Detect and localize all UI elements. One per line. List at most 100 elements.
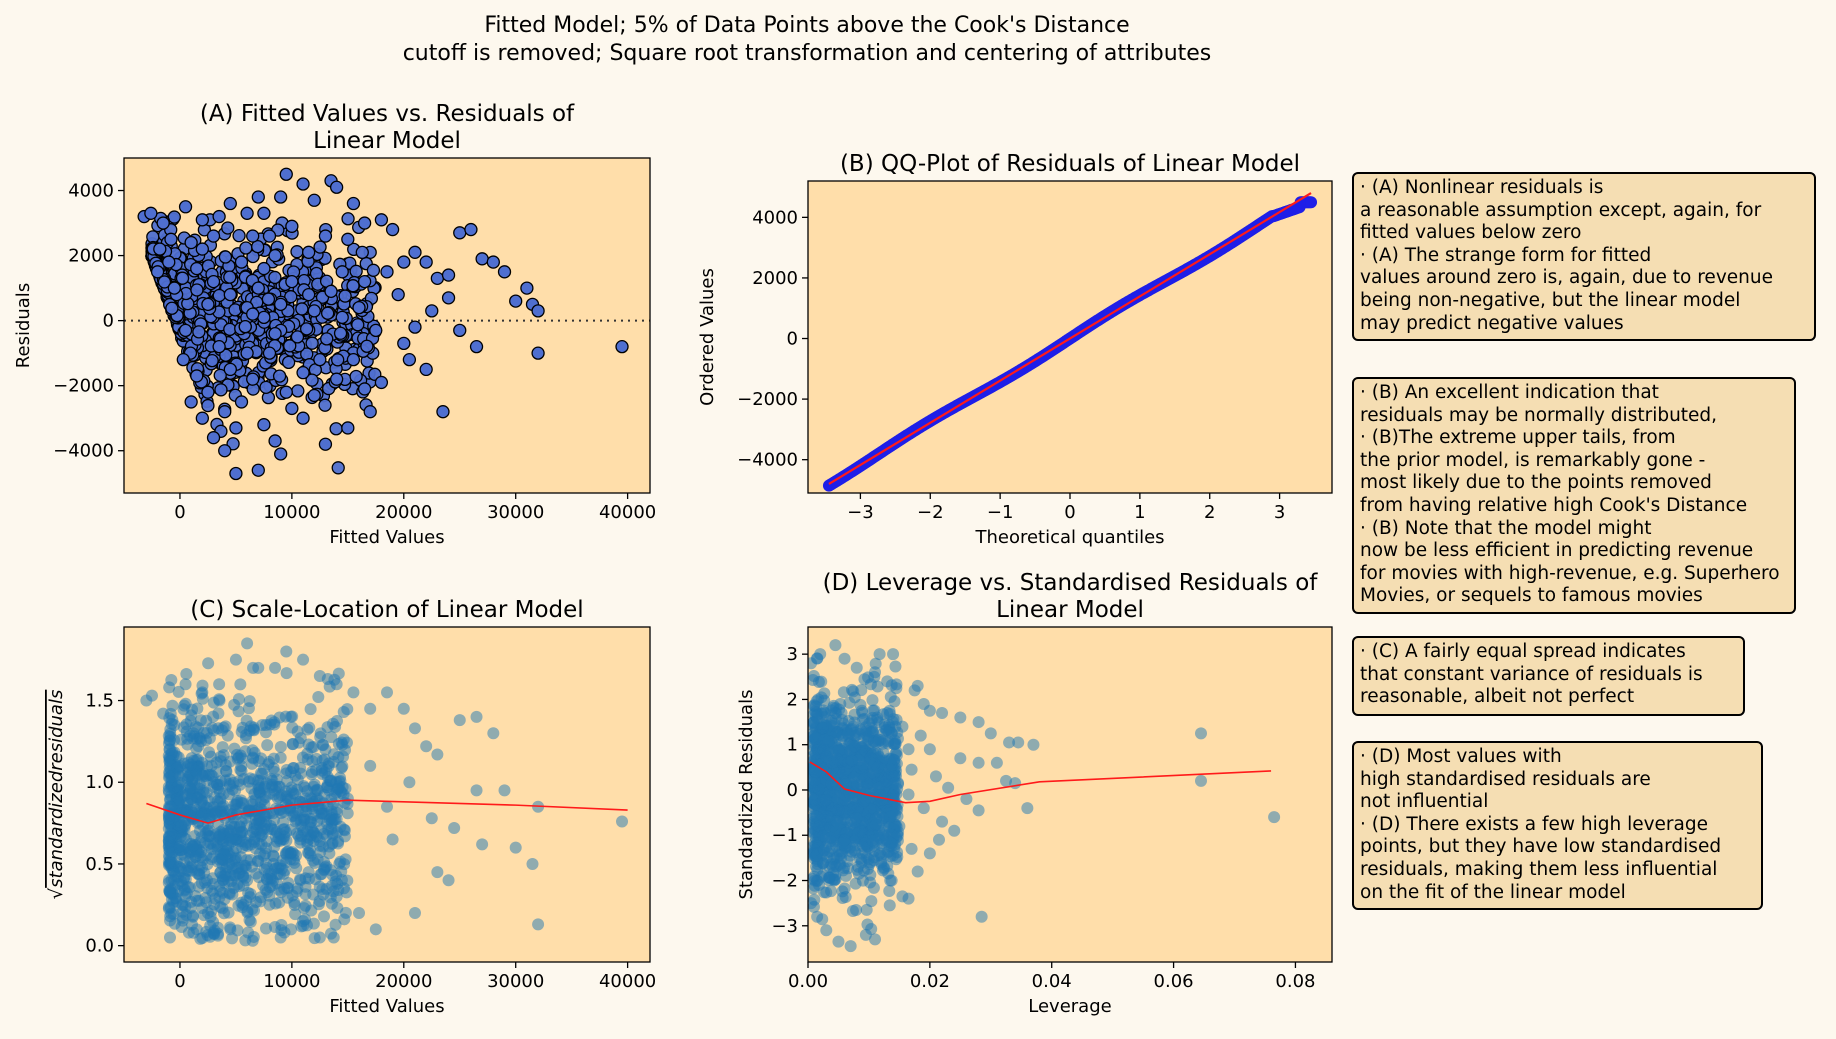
data-point: [207, 776, 220, 789]
data-point: [200, 896, 213, 909]
note-d-line: · (D) Most values with: [1360, 746, 1562, 767]
note-b-line: Movies, or sequels to famous movies: [1360, 585, 1703, 607]
x-tick-label: 1: [1134, 502, 1145, 523]
data-point: [420, 740, 433, 753]
data-point: [190, 369, 204, 383]
data-point: [268, 248, 282, 263]
data-point: [186, 910, 199, 923]
data-point: [223, 322, 237, 337]
data-point: [221, 221, 235, 235]
data-point: [809, 766, 822, 779]
data-point: [335, 761, 348, 774]
data-point: [298, 781, 311, 794]
data-point: [166, 856, 179, 869]
data-point: [246, 372, 260, 386]
data-point: [889, 660, 902, 673]
data-point: [346, 196, 361, 211]
data-point: [884, 874, 897, 887]
data-point: [319, 743, 332, 756]
data-point: [305, 373, 319, 387]
data-point: [238, 319, 252, 334]
data-point: [263, 889, 276, 902]
y-tick-label: −2: [771, 871, 798, 892]
y-tick-label: 3: [787, 644, 798, 665]
data-point: [232, 693, 245, 706]
data-point: [289, 815, 302, 828]
data-point: [852, 754, 865, 767]
data-point: [258, 782, 271, 795]
note-a-line: values around zero is, again, due to rev…: [1360, 267, 1773, 289]
data-point: [285, 784, 298, 797]
data-point: [180, 667, 193, 680]
data-point: [923, 847, 936, 860]
data-point: [475, 252, 489, 266]
data-point: [177, 703, 190, 716]
data-point: [230, 796, 243, 809]
y-tick-label: 1.0: [85, 772, 114, 793]
data-point: [357, 382, 372, 396]
data-point: [858, 794, 871, 807]
data-point: [235, 752, 248, 765]
data-point: [486, 255, 500, 269]
data-point: [268, 434, 282, 448]
data-point: [847, 835, 860, 848]
plot-layer: [808, 639, 1281, 953]
data-point: [875, 856, 888, 869]
data-point: [902, 743, 915, 756]
x-tick-label: 0.06: [1154, 971, 1194, 992]
qq-fit-line: [828, 192, 1312, 485]
chart-title: (C) Scale-Location of Linear Model: [190, 597, 583, 623]
data-point: [181, 774, 194, 787]
data-point: [324, 284, 338, 298]
data-point: [304, 703, 317, 716]
data-point: [818, 886, 831, 899]
data-point: [431, 866, 444, 879]
data-point: [257, 206, 271, 220]
data-point: [857, 864, 870, 877]
data-point: [520, 281, 534, 295]
qq-point: [1305, 196, 1318, 209]
data-point: [274, 447, 288, 461]
data-point: [333, 326, 348, 340]
data-point: [223, 362, 237, 377]
data-point: [896, 720, 909, 733]
data-point: [311, 784, 324, 797]
data-point: [234, 678, 247, 691]
data-point: [809, 710, 822, 723]
data-point: [810, 874, 823, 887]
data-point: [369, 923, 382, 936]
data-point: [195, 213, 209, 227]
data-point: [285, 401, 299, 416]
data-point: [223, 270, 237, 284]
data-point: [234, 255, 249, 269]
data-point: [346, 279, 360, 293]
x-tick-label: 40000: [599, 971, 656, 992]
data-point: [313, 353, 327, 367]
data-point: [216, 902, 229, 915]
data-point: [190, 261, 204, 276]
data-point: [308, 808, 321, 821]
x-tick-label: 0: [174, 971, 185, 992]
data-point: [241, 874, 254, 887]
data-point: [190, 283, 204, 297]
data-point: [1027, 738, 1040, 751]
data-point: [261, 292, 276, 306]
data-point: [224, 923, 237, 936]
data-point: [209, 807, 222, 820]
data-point: [240, 714, 253, 727]
data-point: [808, 897, 818, 910]
data-point: [498, 784, 511, 797]
data-point: [192, 325, 206, 339]
x-axis-label: Leverage: [1028, 996, 1111, 1017]
data-point: [310, 752, 323, 765]
data-point: [338, 882, 351, 895]
data-point: [469, 339, 484, 354]
data-point: [313, 880, 326, 893]
data-point: [338, 830, 351, 843]
data-point: [905, 763, 918, 776]
data-point: [241, 905, 254, 918]
data-point: [811, 910, 824, 923]
data-point: [871, 680, 884, 693]
data-point: [374, 213, 389, 227]
data-point: [163, 734, 176, 747]
